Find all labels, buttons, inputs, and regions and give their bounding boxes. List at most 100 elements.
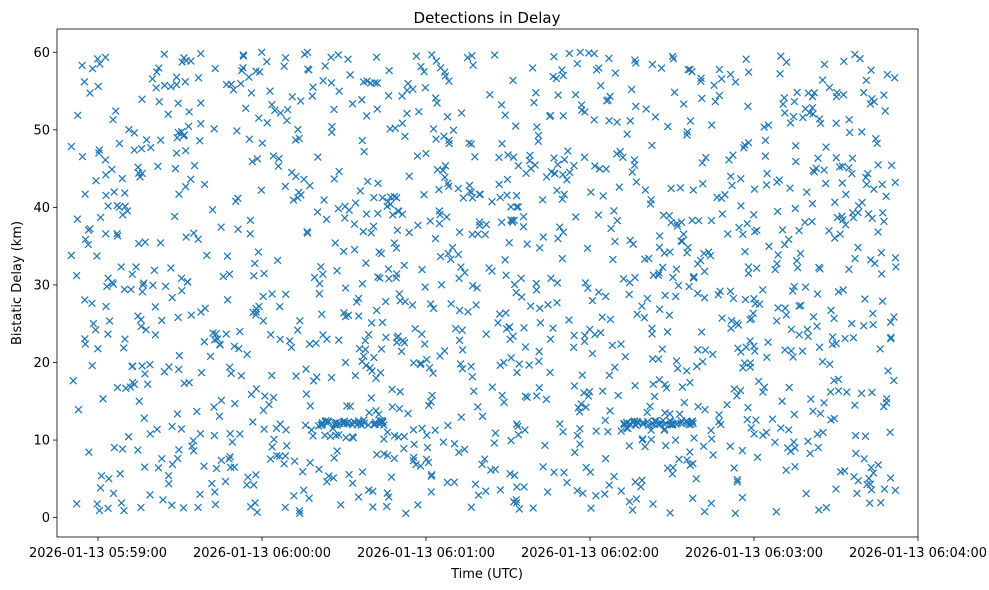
data-point	[684, 243, 692, 252]
data-point	[832, 92, 841, 101]
data-point	[884, 367, 892, 375]
data-point	[364, 421, 373, 429]
data-point	[417, 62, 425, 71]
data-point	[891, 178, 900, 187]
y-tick-label: 60	[33, 46, 50, 61]
data-point	[688, 216, 697, 225]
data-point	[737, 348, 745, 356]
data-point	[154, 64, 163, 72]
data-point	[515, 505, 524, 513]
data-point	[619, 275, 628, 283]
data-point	[488, 267, 496, 275]
data-point	[804, 437, 812, 446]
data-point	[257, 186, 266, 195]
data-point	[684, 65, 693, 74]
data-point	[501, 255, 510, 264]
data-point	[416, 462, 425, 470]
data-point	[648, 330, 656, 338]
data-point	[124, 432, 133, 441]
data-point	[409, 456, 418, 465]
data-point	[786, 119, 795, 127]
data-point	[815, 115, 824, 123]
data-point	[838, 212, 846, 221]
data-point	[595, 165, 604, 173]
data-point	[364, 330, 373, 339]
data-point	[641, 442, 649, 451]
data-point	[542, 173, 551, 181]
data-point	[587, 504, 595, 513]
data-point	[327, 373, 336, 382]
data-point	[295, 316, 304, 325]
data-point	[111, 107, 120, 115]
data-point	[666, 248, 674, 256]
data-point	[164, 110, 173, 119]
data-point	[467, 140, 476, 148]
data-point	[458, 326, 466, 335]
data-point	[707, 216, 716, 225]
data-point	[860, 454, 869, 463]
data-point	[231, 197, 240, 206]
data-point	[282, 441, 291, 450]
data-point	[801, 283, 810, 291]
data-point	[793, 88, 801, 97]
data-point	[610, 207, 618, 215]
data-point	[298, 467, 307, 476]
data-point	[307, 425, 316, 434]
data-point	[334, 430, 343, 439]
data-point	[252, 308, 260, 317]
data-point	[563, 175, 571, 184]
data-point	[780, 109, 789, 117]
data-point	[121, 335, 129, 343]
data-point	[708, 350, 717, 359]
data-point	[420, 190, 428, 199]
data-point	[149, 281, 157, 290]
data-point	[673, 222, 682, 230]
data-point	[431, 94, 440, 102]
data-point	[93, 55, 102, 63]
data-point	[520, 483, 528, 491]
data-point	[97, 471, 106, 480]
data-point	[727, 316, 736, 325]
data-point	[845, 115, 853, 124]
data-point	[791, 462, 799, 471]
data-point	[576, 424, 584, 433]
data-point	[532, 123, 541, 131]
data-point	[196, 119, 205, 128]
data-point	[789, 353, 797, 361]
data-point	[665, 211, 674, 220]
data-point	[465, 187, 474, 196]
data-point	[795, 331, 804, 339]
data-point	[551, 169, 559, 178]
data-point	[623, 419, 631, 428]
data-point	[159, 495, 167, 504]
data-point	[781, 346, 789, 354]
data-point	[259, 292, 268, 301]
data-point	[733, 391, 741, 400]
data-point	[227, 80, 236, 89]
data-point	[592, 66, 601, 74]
data-point	[541, 441, 549, 450]
data-point	[736, 174, 745, 183]
data-point	[700, 267, 709, 276]
data-point	[359, 352, 368, 361]
data-point	[168, 293, 177, 302]
data-point	[230, 342, 239, 351]
data-point	[177, 274, 186, 283]
data-point	[878, 297, 887, 306]
data-point	[95, 146, 104, 154]
data-point	[752, 264, 761, 273]
data-point	[196, 429, 205, 438]
data-point	[444, 249, 453, 258]
data-point	[638, 436, 647, 444]
data-point	[532, 88, 540, 97]
data-point	[791, 141, 800, 150]
data-point	[682, 366, 691, 375]
data-point	[662, 384, 671, 392]
data-point	[69, 376, 78, 385]
data-point	[335, 167, 343, 176]
data-point	[481, 230, 490, 239]
data-point	[437, 280, 446, 289]
data-point	[248, 418, 257, 426]
data-point	[117, 263, 126, 271]
data-point	[838, 162, 847, 171]
